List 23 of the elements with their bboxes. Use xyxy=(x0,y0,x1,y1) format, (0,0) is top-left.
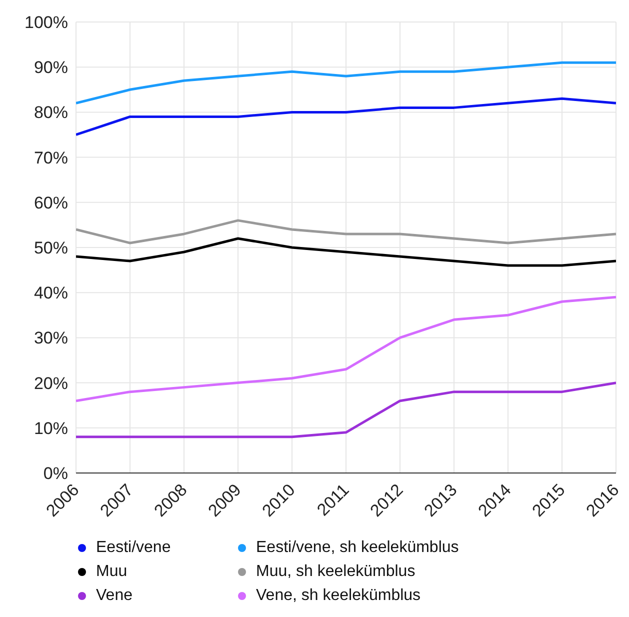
line-series xyxy=(76,237,616,267)
y-tick-label: 90% xyxy=(34,58,68,78)
y-tick-label: 70% xyxy=(34,148,68,168)
y-tick-label: 40% xyxy=(34,284,68,303)
legend-label: Vene xyxy=(95,587,134,605)
line-series xyxy=(76,382,616,438)
line-series xyxy=(76,97,616,136)
y-tick-label: 50% xyxy=(34,238,68,258)
legend-label: Vene, sh keelekümblus xyxy=(255,587,422,605)
legend-label: Eesti/vene xyxy=(95,539,172,557)
y-tick-label: 80% xyxy=(34,103,68,122)
y-tick-label: 60% xyxy=(34,193,68,212)
line-series xyxy=(76,61,616,104)
y-tick-label: 20% xyxy=(34,374,68,393)
legend-label: Eesti/vene, sh keelekümblus xyxy=(255,539,460,557)
y-tick-label: 0% xyxy=(43,464,68,484)
y-tick-label: 100% xyxy=(24,13,68,32)
line-series xyxy=(76,296,616,402)
legend-label: Muu, sh keelekümblus xyxy=(255,563,416,581)
line-series xyxy=(76,219,616,244)
y-tick-label: 30% xyxy=(34,328,68,348)
legend-label: Muu xyxy=(95,563,128,581)
y-tick-label: 10% xyxy=(34,418,68,438)
